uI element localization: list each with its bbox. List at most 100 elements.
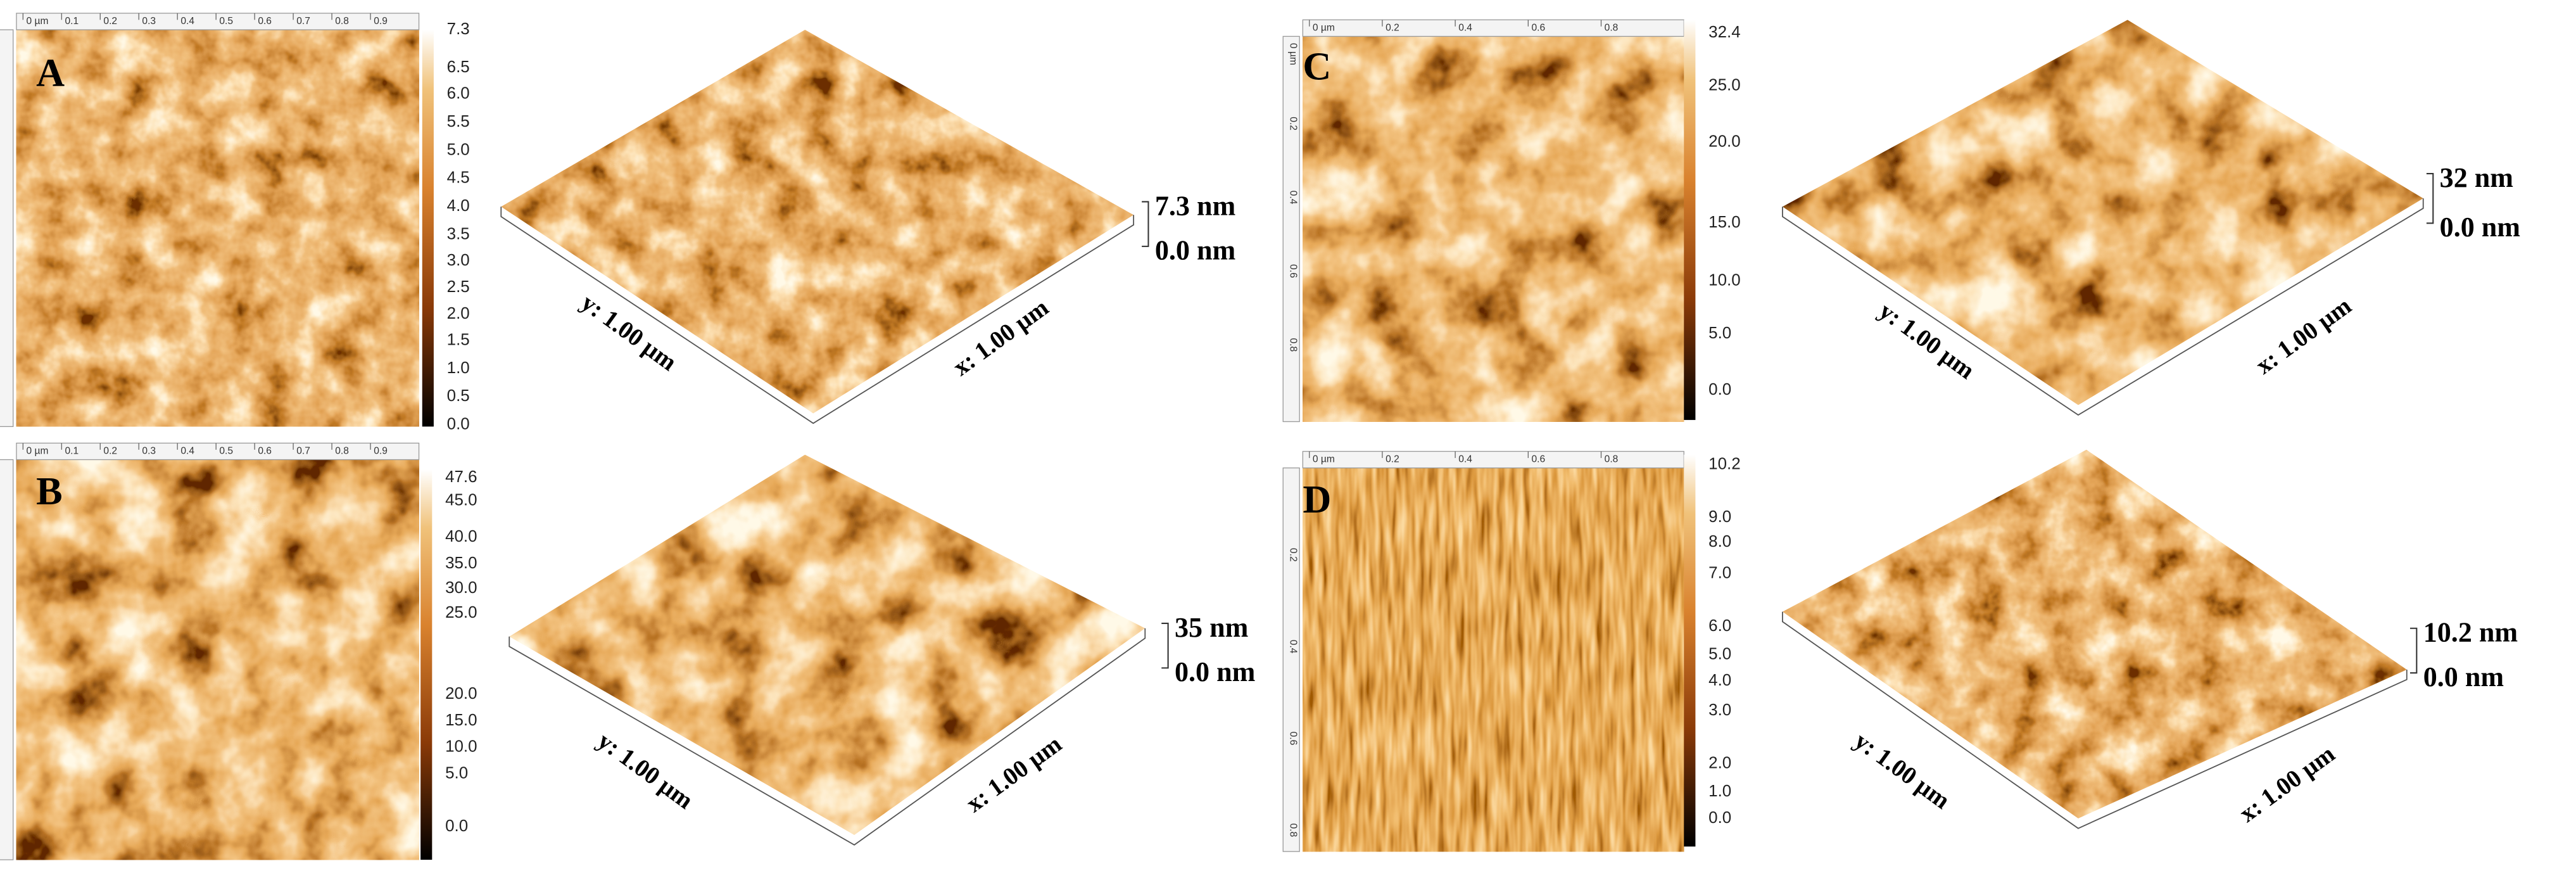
- height-max: 32 nm: [2440, 162, 2514, 193]
- colorbar-label: 10.0: [1708, 270, 1740, 289]
- colorbar-label: 5.5: [447, 112, 470, 131]
- colorbar-label: 20.0: [1708, 131, 1740, 150]
- height-min: 0.0 nm: [2440, 212, 2521, 243]
- height-min: 0.0 nm: [2423, 661, 2504, 692]
- colorbar-label: 5.0: [1708, 323, 1731, 342]
- colorbar-label: 3.5: [447, 224, 470, 243]
- ruler-label: 0.4: [1288, 640, 1299, 654]
- colorbar-label: 8.0: [1708, 532, 1731, 551]
- ruler-label: 0.6: [258, 16, 272, 27]
- colorbar-label: 6.5: [447, 57, 470, 76]
- ruler-label: 0.1: [65, 16, 79, 27]
- colorbar-label: 6.0: [1708, 616, 1731, 635]
- y-axis-label: y: 1.00 µm: [593, 727, 698, 814]
- colorbar-label: 3.0: [1708, 700, 1731, 719]
- colorbar-label: 25.0: [1708, 75, 1740, 94]
- ruler-label: 0.9: [374, 16, 388, 27]
- ruler-label: 0.2: [1386, 22, 1399, 33]
- ruler-label: 0 µm: [1313, 22, 1335, 33]
- colorbar-label: 20.0: [445, 684, 477, 703]
- colorbar-label: 25.0: [445, 602, 477, 621]
- colorbar-label: 2.0: [447, 303, 470, 322]
- height-max: 10.2 nm: [2423, 617, 2518, 648]
- ruler-left: [1282, 35, 1300, 423]
- ruler-label: 0.3: [142, 16, 156, 27]
- ruler-label: 0.1: [65, 446, 79, 457]
- colorbar-label: 40.0: [445, 526, 477, 545]
- colorbar-label: 5.0: [445, 763, 468, 782]
- height-min: 0.0 nm: [1155, 235, 1236, 266]
- ruler-left: [0, 29, 14, 427]
- height-max: 7.3 nm: [1155, 190, 1236, 221]
- ruler-label: 0.5: [219, 446, 233, 457]
- colorbar-label: 2.5: [447, 277, 470, 296]
- colorbar-label: 4.0: [447, 196, 470, 215]
- height-bracket: [2426, 172, 2434, 224]
- ruler-left: [1282, 467, 1300, 852]
- ruler-label: 0.2: [1288, 117, 1299, 131]
- colorbar-label: 3.0: [447, 250, 470, 269]
- ruler-label: 0.8: [335, 446, 349, 457]
- afm-image: [16, 459, 419, 860]
- ruler-label: 0.6: [258, 446, 272, 457]
- base-edge: [500, 207, 1135, 424]
- height-max: 35 nm: [1175, 612, 1249, 643]
- ruler-label: 0.2: [1386, 454, 1399, 465]
- colorbar-label: 4.5: [447, 168, 470, 187]
- base-edge: [1782, 611, 2408, 829]
- ruler-label: 0.4: [180, 446, 194, 457]
- ruler-label: 0.3: [142, 446, 156, 457]
- afm-image: [1303, 36, 1684, 422]
- surface-3d: [1782, 20, 2423, 405]
- ruler-left: [0, 459, 14, 860]
- ruler-label: 0.6: [1288, 732, 1299, 746]
- afm-image: [16, 29, 419, 427]
- ruler-label: 0.4: [180, 16, 194, 27]
- ruler-label: 0.6: [1288, 264, 1299, 278]
- ruler-label: 0.2: [103, 16, 117, 27]
- colorbar-label: 32.4: [1708, 22, 1740, 41]
- colorbar-label: 30.0: [445, 578, 477, 597]
- colorbar-label: 0.0: [1708, 808, 1731, 827]
- ruler-top: [1302, 450, 1684, 469]
- surface-3d: [509, 454, 1146, 835]
- ruler-label: 0.8: [1605, 22, 1619, 33]
- colorbar-label: 1.5: [447, 329, 470, 348]
- ruler-label: 0.8: [1288, 338, 1299, 352]
- colorbar-label: 0.0: [1708, 379, 1731, 398]
- panel-label: B: [36, 469, 63, 513]
- ruler-label: 0 µm: [1288, 43, 1299, 65]
- x-axis-label: x: 1.00 µm: [2251, 292, 2357, 379]
- ruler-label: 0.7: [296, 16, 310, 27]
- colorbar-label: 5.0: [447, 139, 470, 158]
- base-edge: [508, 628, 1146, 846]
- ruler-label: 0.4: [1458, 454, 1472, 465]
- ruler-label: 0.8: [335, 16, 349, 27]
- y-axis-label: y: 1.00 µm: [1850, 727, 1955, 814]
- base-edge: [1782, 198, 2424, 416]
- ruler-label: 0 µm: [1313, 454, 1335, 465]
- colorbar-label: 10.2: [1708, 454, 1740, 473]
- panel-label: D: [1303, 477, 1331, 521]
- ruler-label: 0.2: [103, 446, 117, 457]
- ruler-label: 0.7: [296, 446, 310, 457]
- colorbar-label: 0.0: [445, 816, 468, 835]
- ruler-label: 0.8: [1605, 454, 1619, 465]
- panel-label: C: [1303, 44, 1331, 88]
- colorbar: [422, 29, 434, 427]
- ruler-label: 0 µm: [27, 446, 49, 457]
- colorbar-label: 7.0: [1708, 563, 1731, 582]
- height-min: 0.0 nm: [1175, 656, 1256, 687]
- colorbar-label: 45.0: [445, 490, 477, 509]
- colorbar-label: 1.0: [1708, 781, 1731, 800]
- colorbar: [420, 469, 432, 860]
- height-bracket: [2409, 627, 2418, 674]
- colorbar-label: 0.5: [447, 386, 470, 405]
- colorbar-label: 5.0: [1708, 644, 1731, 663]
- ruler-label: 0.6: [1531, 454, 1545, 465]
- colorbar: [1684, 20, 1696, 420]
- colorbar-label: 47.6: [445, 467, 477, 486]
- colorbar-label: 7.3: [447, 19, 470, 38]
